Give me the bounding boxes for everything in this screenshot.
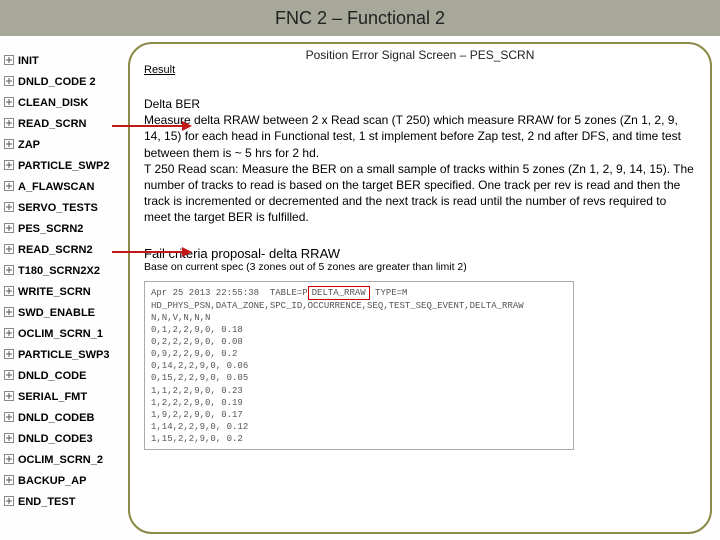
- tree-item[interactable]: CLEAN_DISK: [4, 92, 124, 113]
- tree-item-label: SERVO_TESTS: [18, 202, 98, 214]
- code-l1-pre: Apr 25 2013 22:55:38 TABLE=P: [151, 288, 308, 298]
- tree-item[interactable]: WRITE_SCRN: [4, 281, 124, 302]
- body-p2: T 250 Read scan: Measure the BER on a sm…: [144, 161, 696, 226]
- sidebar-tree: INIT DNLD_CODE 2 CLEAN_DISK READ_SCRN ZAP PAR…: [0, 36, 124, 540]
- code-line: 0,2,2,2,9,0, 0.08: [151, 336, 567, 348]
- expand-icon[interactable]: [4, 370, 15, 381]
- tree-item[interactable]: T180_SCRN2X2: [4, 260, 124, 281]
- expand-icon[interactable]: [4, 55, 15, 66]
- tree-item-label: DNLD_CODE: [18, 370, 86, 382]
- tree-item-label: CLEAN_DISK: [18, 97, 88, 109]
- expand-icon[interactable]: [4, 433, 15, 444]
- tree-item-label: OCLIM_SCRN_1: [18, 328, 103, 340]
- tree-item-label: A_FLAWSCAN: [18, 181, 94, 193]
- result-label: Result: [144, 64, 696, 76]
- expand-icon[interactable]: [4, 412, 15, 423]
- tree-item-label: SERIAL_FMT: [18, 391, 87, 403]
- delta-rraw-highlight: DELTA_RRAW: [308, 286, 370, 300]
- code-lines: HD_PHYS_PSN,DATA_ZONE,SPC_ID,OCCURRENCE,…: [151, 300, 567, 446]
- tree-item-label: SWD_ENABLE: [18, 307, 95, 319]
- tree-item-label: PARTICLE_SWP3: [18, 349, 109, 361]
- expand-icon[interactable]: [4, 496, 15, 507]
- fail-title: Fail criteria proposal- delta RRAW: [144, 246, 696, 261]
- expand-icon[interactable]: [4, 307, 15, 318]
- tree-item-label: OCLIM_SCRN_2: [18, 454, 103, 466]
- code-line: 0,15,2,2,9,0, 0.05: [151, 372, 567, 384]
- header-bar: FNC 2 – Functional 2: [0, 0, 720, 36]
- tree-item[interactable]: PES_SCRN2: [4, 218, 124, 239]
- tree-item-label: READ_SCRN: [18, 118, 86, 130]
- expand-icon[interactable]: [4, 265, 15, 276]
- fail-sub: Base on current spec (3 zones out of 5 z…: [144, 261, 696, 273]
- code-l1-post: TYPE=M: [370, 288, 408, 298]
- body-heading: Delta BER: [144, 96, 696, 112]
- tree-item[interactable]: INIT: [4, 50, 124, 71]
- tree-item-label: END_TEST: [18, 496, 75, 508]
- tree-item[interactable]: DNLD_CODE: [4, 365, 124, 386]
- tree-item[interactable]: BACKUP_AP: [4, 470, 124, 491]
- tree-item-label: READ_SCRN2: [18, 244, 93, 256]
- tree-item-label: DNLD_CODEB: [18, 412, 94, 424]
- tree-item[interactable]: OCLIM_SCRN_2: [4, 449, 124, 470]
- body-p1: Measure delta RRAW between 2 x Read scan…: [144, 112, 696, 161]
- tree-item[interactable]: ZAP: [4, 134, 124, 155]
- tree-item-label: INIT: [18, 55, 39, 67]
- body-text: Delta BER Measure delta RRAW between 2 x…: [144, 96, 696, 226]
- code-line-1: Apr 25 2013 22:55:38 TABLE=PDELTA_RRAW T…: [151, 286, 567, 300]
- tree-item-label: DNLD_CODE3: [18, 433, 93, 445]
- tree-item[interactable]: PARTICLE_SWP2: [4, 155, 124, 176]
- code-block: Apr 25 2013 22:55:38 TABLE=PDELTA_RRAW T…: [144, 281, 574, 451]
- expand-icon[interactable]: [4, 286, 15, 297]
- expand-icon[interactable]: [4, 118, 15, 129]
- expand-icon[interactable]: [4, 160, 15, 171]
- expand-icon[interactable]: [4, 76, 15, 87]
- tree-item-label: BACKUP_AP: [18, 475, 86, 487]
- tree-item-label: T180_SCRN2X2: [18, 265, 100, 277]
- tree-item[interactable]: SERIAL_FMT: [4, 386, 124, 407]
- code-line: 1,14,2,2,9,0, 0.12: [151, 421, 567, 433]
- tree-item[interactable]: DNLD_CODEB: [4, 407, 124, 428]
- tree-item[interactable]: DNLD_CODE 2: [4, 71, 124, 92]
- code-line: N,N,V,N,N,N: [151, 312, 567, 324]
- tree-item-label: ZAP: [18, 139, 40, 151]
- tree-item[interactable]: READ_SCRN2: [4, 239, 124, 260]
- code-line: 1,15,2,2,9,0, 0.2: [151, 433, 567, 445]
- tree-item[interactable]: PARTICLE_SWP3: [4, 344, 124, 365]
- expand-icon[interactable]: [4, 202, 15, 213]
- expand-icon[interactable]: [4, 223, 15, 234]
- main-area: INIT DNLD_CODE 2 CLEAN_DISK READ_SCRN ZAP PAR…: [0, 36, 720, 540]
- tree-item-label: DNLD_CODE 2: [18, 76, 96, 88]
- tree-item[interactable]: OCLIM_SCRN_1: [4, 323, 124, 344]
- tree-item[interactable]: SERVO_TESTS: [4, 197, 124, 218]
- tree-item-label: PARTICLE_SWP2: [18, 160, 109, 172]
- expand-icon[interactable]: [4, 328, 15, 339]
- expand-icon[interactable]: [4, 244, 15, 255]
- tree-item-label: PES_SCRN2: [18, 223, 83, 235]
- tree-item[interactable]: SWD_ENABLE: [4, 302, 124, 323]
- expand-icon[interactable]: [4, 181, 15, 192]
- page-title: FNC 2 – Functional 2: [275, 8, 445, 29]
- code-line: 0,9,2,2,9,0, 0.2: [151, 348, 567, 360]
- panel-title: Position Error Signal Screen – PES_SCRN: [144, 48, 696, 62]
- expand-icon[interactable]: [4, 97, 15, 108]
- content-panel: Position Error Signal Screen – PES_SCRN …: [128, 42, 712, 534]
- code-line: 0,14,2,2,9,0, 0.06: [151, 360, 567, 372]
- code-line: 1,2,2,2,9,0, 0.19: [151, 397, 567, 409]
- expand-icon[interactable]: [4, 139, 15, 150]
- expand-icon[interactable]: [4, 349, 15, 360]
- tree-item[interactable]: READ_SCRN: [4, 113, 124, 134]
- tree-item[interactable]: A_FLAWSCAN: [4, 176, 124, 197]
- expand-icon[interactable]: [4, 391, 15, 402]
- tree-item-label: WRITE_SCRN: [18, 286, 91, 298]
- code-line: HD_PHYS_PSN,DATA_ZONE,SPC_ID,OCCURRENCE,…: [151, 300, 567, 312]
- tree-item[interactable]: END_TEST: [4, 491, 124, 512]
- tree-item[interactable]: DNLD_CODE3: [4, 428, 124, 449]
- expand-icon[interactable]: [4, 475, 15, 486]
- code-line: 1,9,2,2,9,0, 0.17: [151, 409, 567, 421]
- code-line: 1,1,2,2,9,0, 0.23: [151, 385, 567, 397]
- code-line: 0,1,2,2,9,0, 0.18: [151, 324, 567, 336]
- expand-icon[interactable]: [4, 454, 15, 465]
